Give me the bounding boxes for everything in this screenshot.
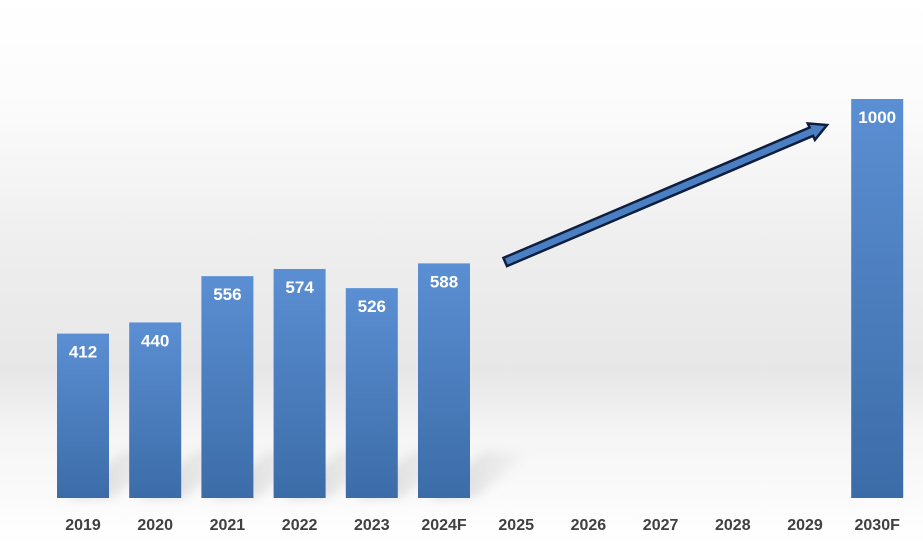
bar-2030F — [851, 99, 904, 498]
growth-arrow — [501, 121, 830, 268]
x-tick-label-2019: 2019 — [65, 517, 101, 534]
annotations — [501, 121, 830, 268]
bar-2020 — [129, 322, 182, 498]
x-tick-label-2030F: 2030F — [855, 517, 901, 534]
bars — [57, 99, 904, 498]
value-labels: 412 440 556 574 526 588 1000 — [69, 108, 896, 362]
x-tick-label-2025: 2025 — [498, 517, 534, 534]
x-tick-label-2024F: 2024F — [421, 517, 467, 534]
bar-2019 — [57, 333, 109, 498]
bar-2021 — [201, 276, 254, 498]
data-label-2021: 556 — [213, 285, 241, 304]
x-tick-label-2027: 2027 — [643, 517, 679, 534]
x-tick-label-2023: 2023 — [354, 517, 390, 534]
bar-2022 — [273, 268, 326, 498]
data-label-2022: 574 — [285, 278, 314, 297]
data-label-2023: 526 — [358, 297, 386, 316]
x-tick-label-2020: 2020 — [137, 517, 173, 534]
bar-2024F — [418, 263, 470, 498]
data-label-2020: 440 — [141, 331, 169, 350]
data-label-2019: 412 — [69, 343, 97, 362]
x-tick-label-2026: 2026 — [571, 517, 607, 534]
x-tick-label-2022: 2022 — [282, 517, 318, 534]
x-axis-tick-labels: 2019 2020 2021 2022 2023 2024F 2025 2026 2027 202… — [65, 517, 900, 534]
x-tick-label-2021: 2021 — [210, 517, 246, 534]
data-label-2024F: 588 — [430, 272, 458, 291]
bar-2023 — [345, 288, 398, 498]
data-label-2030F: 1000 — [858, 108, 896, 127]
x-tick-label-2028: 2028 — [715, 517, 751, 534]
x-tick-label-2029: 2029 — [787, 517, 823, 534]
